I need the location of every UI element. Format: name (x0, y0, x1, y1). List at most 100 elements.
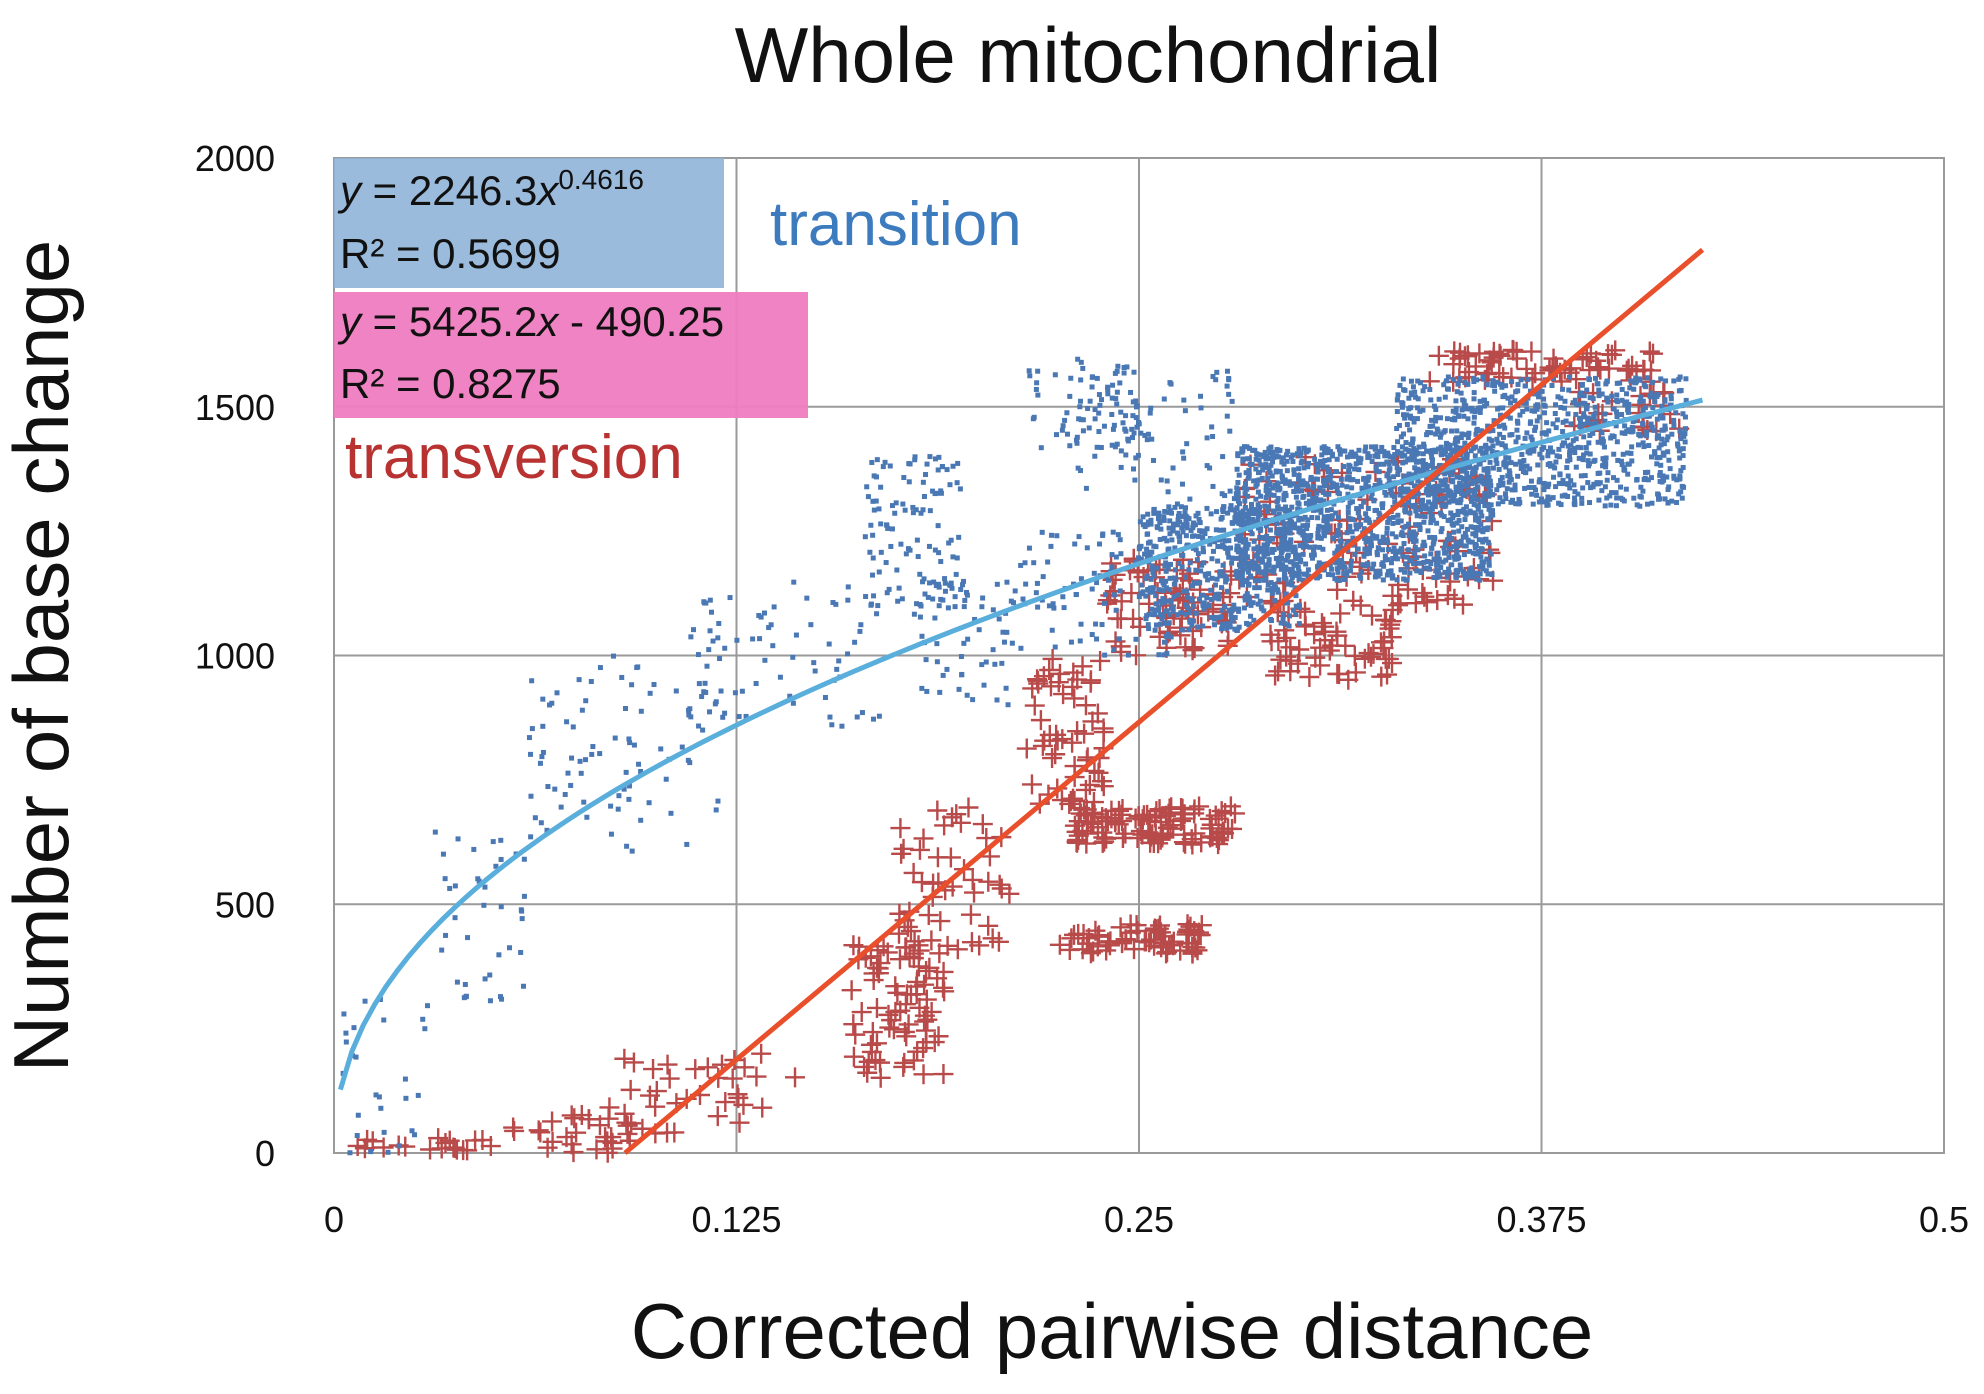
transition-point (1422, 543, 1428, 549)
transition-point (1660, 427, 1666, 433)
transversion-point (645, 1096, 666, 1117)
transversion-point (685, 1059, 706, 1080)
transversion-point (888, 923, 909, 944)
transition-point (980, 595, 986, 601)
transition-point (1226, 391, 1232, 397)
y-tick-label: 500 (215, 884, 275, 925)
transition-point (1383, 492, 1389, 498)
transition-point (1215, 558, 1221, 564)
transition-point (1400, 431, 1406, 437)
transition-point (1234, 627, 1240, 633)
transition-point (1665, 449, 1671, 455)
transition-point (1303, 538, 1309, 544)
transition-point (1554, 453, 1560, 459)
transition-point (1315, 469, 1321, 475)
transition-point (1565, 473, 1571, 479)
transition-point (1678, 436, 1684, 442)
transition-point (1370, 533, 1376, 539)
transition-point (1328, 516, 1334, 522)
transition-point (766, 625, 772, 631)
transition-point (1073, 437, 1079, 443)
transversion-point (1087, 703, 1108, 724)
transition-point (1244, 545, 1250, 551)
transition-point (1114, 389, 1120, 395)
transition-point (1253, 483, 1259, 489)
transition-point (1322, 450, 1328, 456)
transition-point (1428, 397, 1434, 403)
transition-point (1361, 526, 1367, 532)
transition-point (1362, 535, 1368, 541)
transition-point (1305, 567, 1311, 573)
transition-point (1334, 548, 1340, 554)
transition-point (1200, 536, 1206, 542)
transition-point (1464, 470, 1470, 476)
transition-point (1074, 434, 1080, 440)
transition-point (1530, 501, 1536, 507)
transition-point (1651, 394, 1657, 400)
transition-point (1251, 617, 1257, 623)
transition-point (1402, 387, 1408, 393)
transition-point (1487, 445, 1493, 451)
transition-point (804, 595, 810, 601)
transition-point (1287, 516, 1293, 522)
transition-point (1636, 431, 1642, 437)
transition-point (1453, 437, 1459, 443)
transition-point (1475, 506, 1481, 512)
transition-point (1197, 580, 1203, 586)
transition-point (1263, 495, 1269, 501)
transition-point (1518, 377, 1524, 383)
transition-point (1587, 500, 1593, 506)
transition-point (1156, 587, 1162, 593)
transition-point (1495, 440, 1501, 446)
transition-point (521, 893, 527, 899)
transition-point (960, 582, 966, 588)
transition-point (1330, 572, 1336, 578)
transition-point (1094, 580, 1100, 586)
transition-point (1179, 552, 1185, 558)
transition-point (1165, 598, 1171, 604)
transition-point (1462, 440, 1468, 446)
transition-point (1320, 524, 1326, 530)
transition-point (1591, 481, 1597, 487)
transition-point (1339, 448, 1345, 454)
transition-point (886, 586, 892, 592)
transition-point (1619, 430, 1625, 436)
transition-point (1123, 452, 1129, 458)
transversion-point (883, 1019, 904, 1040)
transition-point (1411, 494, 1417, 500)
transition-point (1156, 512, 1162, 518)
transition-point (1118, 551, 1124, 557)
transition-point (868, 522, 874, 528)
transition-point (994, 697, 1000, 703)
transition-point (1153, 601, 1159, 607)
transition-point (1645, 477, 1651, 483)
transition-point (867, 549, 873, 555)
transition-point (1321, 498, 1327, 504)
transition-point (1570, 438, 1576, 444)
transversion-point (1108, 814, 1129, 835)
transition-point (1453, 540, 1459, 546)
transition-point (1078, 576, 1084, 582)
transversion-point (958, 797, 979, 818)
transition-point (1365, 484, 1371, 490)
transversion-point (913, 1038, 934, 1059)
transition-point (1109, 395, 1115, 401)
transition-point (1640, 440, 1646, 446)
transition-point (1680, 433, 1686, 439)
transition-point (496, 952, 502, 958)
transition-point (1665, 434, 1671, 440)
transition-point (762, 657, 768, 663)
transition-point (1136, 421, 1142, 427)
transition-point (1662, 423, 1668, 429)
transition-point (1154, 524, 1160, 530)
transversion-trendline (623, 247, 1705, 1155)
transition-point (1471, 414, 1477, 420)
transition-point (762, 610, 768, 616)
transition-point (1365, 505, 1371, 511)
transition-point (1176, 561, 1182, 567)
transition-point (1541, 480, 1547, 486)
transition-point (1306, 460, 1312, 466)
transition-point (873, 498, 879, 504)
transition-point (1276, 511, 1282, 517)
transition-point (1266, 557, 1272, 563)
